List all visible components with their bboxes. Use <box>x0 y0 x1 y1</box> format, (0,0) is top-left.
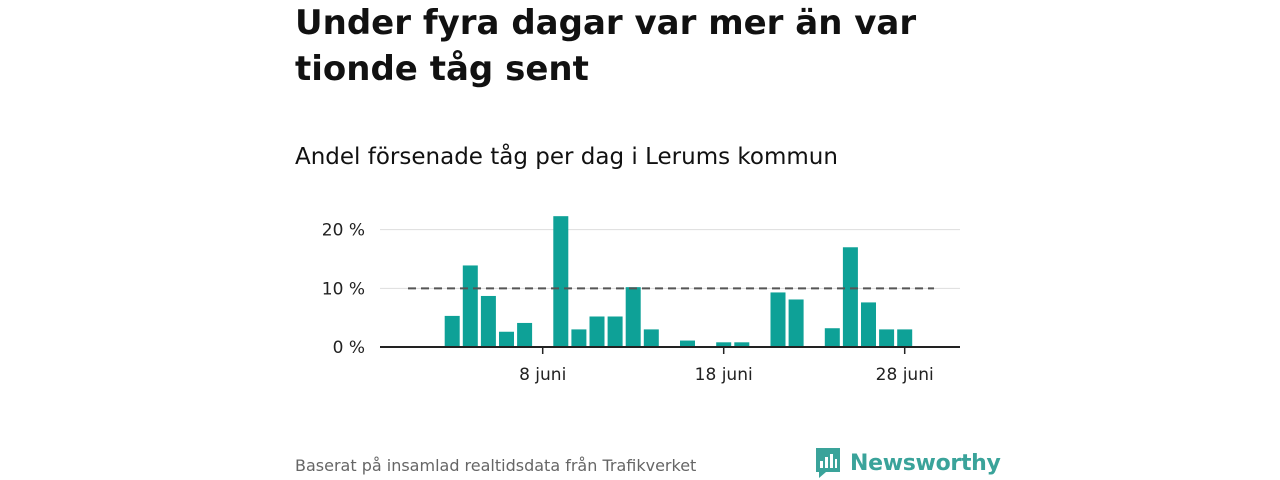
bar <box>824 328 840 347</box>
x-tick-label: 18 juni <box>695 365 753 385</box>
axes <box>380 346 960 354</box>
source-note: Baserat på insamlad realtidsdata från Tr… <box>295 456 697 475</box>
bar <box>734 342 750 347</box>
x-tick-label: 28 juni <box>876 365 934 385</box>
bar <box>517 322 533 347</box>
bar <box>571 329 587 347</box>
bar <box>589 316 605 347</box>
chart-title: Under fyra dagar var mer än var tionde t… <box>295 3 917 89</box>
bar <box>716 342 732 347</box>
bar <box>499 331 514 347</box>
bar <box>861 302 876 347</box>
bars <box>444 216 913 347</box>
brand-name: Newsworthy <box>850 450 1001 476</box>
y-tick-label: 20 % <box>322 221 365 241</box>
newsworthy-logo-icon <box>816 448 840 478</box>
bar <box>462 265 478 347</box>
bar <box>879 329 895 347</box>
bar <box>480 295 496 347</box>
tick-labels: 0 % 10 % 20 % 8 juni 18 juni 28 juni <box>322 221 934 385</box>
y-tick-label: 10 % <box>322 279 365 299</box>
bar <box>842 247 858 347</box>
bar <box>444 315 460 347</box>
bar <box>643 329 659 347</box>
y-tick-label: 0 % <box>333 338 365 358</box>
bar <box>607 316 623 347</box>
bar <box>625 287 641 347</box>
bar <box>770 292 786 347</box>
chart-subtitle: Andel försenade tåg per dag i Lerums kom… <box>295 144 838 170</box>
bar <box>897 329 913 347</box>
bar <box>553 216 569 347</box>
x-tick-label: 8 juni <box>519 365 566 385</box>
bar <box>788 299 804 347</box>
bar <box>680 340 695 347</box>
newsworthy-logo: Newsworthy <box>814 446 1001 480</box>
